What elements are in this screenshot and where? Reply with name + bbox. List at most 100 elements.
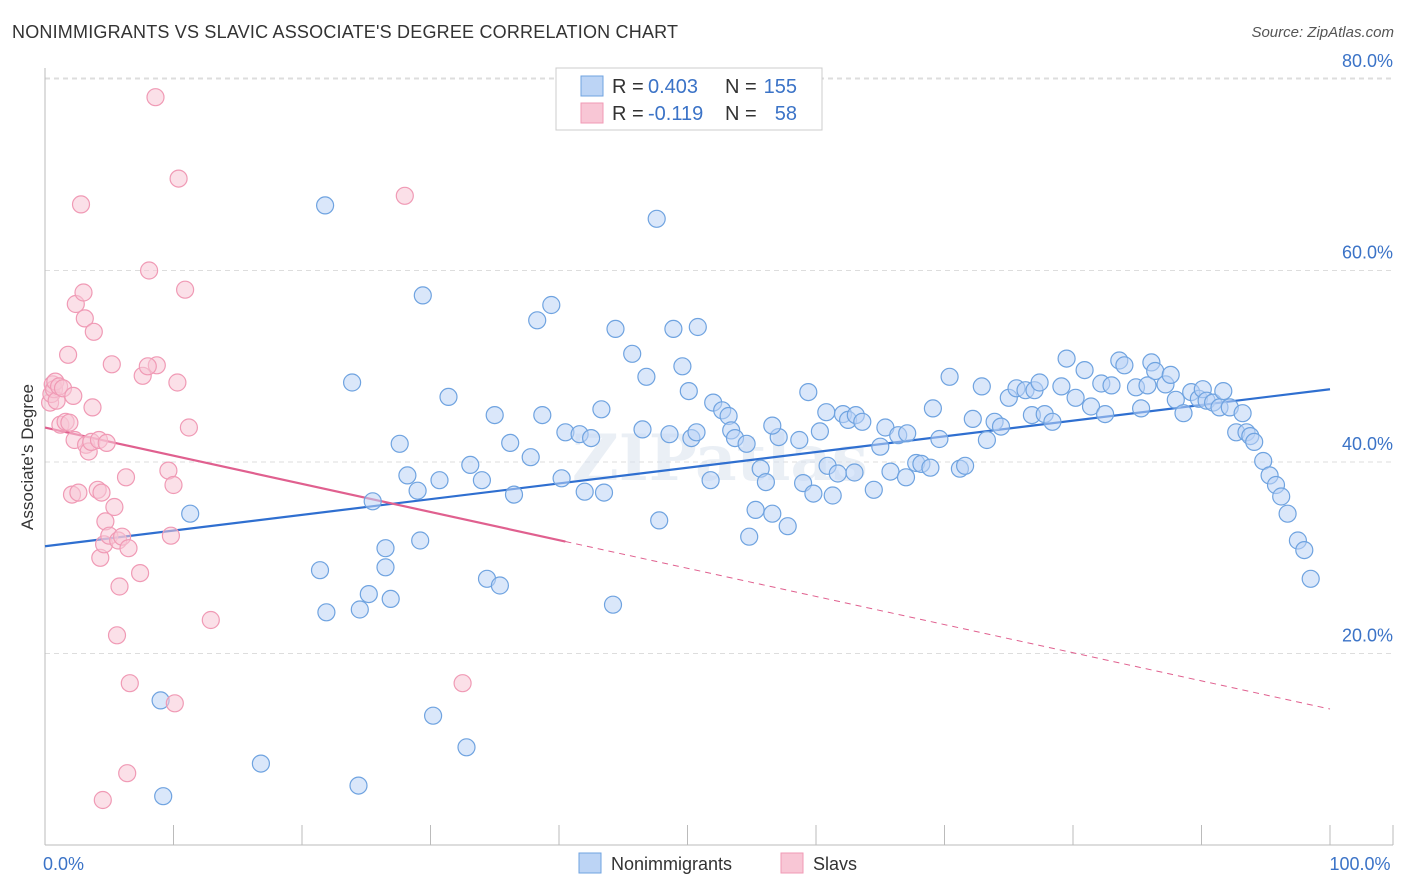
point-nonimmigrants	[528, 311, 547, 330]
point-slavs	[105, 497, 124, 517]
point-nonimmigrants	[923, 399, 943, 418]
points-layer	[40, 88, 1320, 810]
point-nonimmigrants	[756, 473, 776, 492]
legend-n-label-2: N =	[725, 103, 757, 125]
point-nonimmigrants	[1052, 377, 1071, 396]
point-slavs	[75, 309, 94, 328]
y-tick-label: 40.0%	[1342, 434, 1393, 454]
point-nonimmigrants	[871, 437, 890, 456]
legend-r-label: R =	[612, 76, 644, 98]
point-nonimmigrants	[660, 425, 679, 444]
point-nonimmigrants	[633, 420, 652, 439]
point-nonimmigrants	[930, 429, 949, 449]
point-nonimmigrants	[799, 383, 818, 402]
legend-r-label-2: R =	[612, 103, 644, 125]
point-nonimmigrants	[501, 433, 520, 452]
point-nonimmigrants	[542, 295, 561, 315]
point-slavs	[69, 483, 88, 502]
point-slavs	[140, 261, 159, 280]
point-nonimmigrants	[1138, 376, 1157, 395]
point-nonimmigrants	[810, 422, 830, 441]
point-nonimmigrants	[1131, 399, 1151, 418]
trend-layer	[44, 388, 1331, 710]
point-nonimmigrants	[154, 787, 173, 806]
point-slavs	[107, 626, 127, 645]
point-slavs	[395, 186, 414, 205]
point-slavs	[93, 790, 112, 810]
point-nonimmigrants	[424, 706, 443, 725]
point-nonimmigrants	[408, 481, 427, 500]
point-nonimmigrants	[316, 196, 335, 215]
point-nonimmigrants	[343, 373, 362, 392]
bottom-legend-swatch-slavs	[780, 852, 804, 874]
point-nonimmigrants	[977, 430, 997, 450]
point-nonimmigrants	[581, 429, 601, 448]
point-nonimmigrants	[350, 600, 369, 619]
point-nonimmigrants	[896, 468, 916, 487]
point-slavs	[138, 357, 157, 376]
point-nonimmigrants	[823, 486, 842, 505]
y-tick-label: 80.0%	[1342, 51, 1393, 71]
x-tick-label: 0.0%	[43, 854, 84, 874]
point-nonimmigrants	[363, 492, 382, 511]
point-nonimmigrants	[390, 434, 409, 453]
point-nonimmigrants	[650, 511, 669, 530]
point-nonimmigrants	[592, 400, 611, 419]
point-slavs	[60, 413, 79, 432]
point-nonimmigrants	[1166, 390, 1185, 409]
point-nonimmigrants	[251, 754, 270, 773]
point-slavs	[74, 283, 93, 302]
point-nonimmigrants	[898, 424, 917, 443]
point-nonimmigrants	[921, 458, 940, 477]
point-nonimmigrants	[845, 463, 864, 482]
point-nonimmigrants	[1030, 373, 1049, 392]
point-nonimmigrants	[963, 409, 982, 428]
point-nonimmigrants	[637, 367, 656, 386]
point-slavs	[165, 694, 184, 713]
point-slavs	[164, 475, 183, 495]
legend-swatch-slavs	[580, 102, 604, 124]
point-nonimmigrants	[1174, 404, 1193, 423]
bottom-legend-swatch-nonimmigrants	[578, 852, 602, 874]
point-nonimmigrants	[790, 430, 809, 450]
point-slavs	[169, 169, 188, 188]
point-nonimmigrants	[490, 576, 509, 595]
axes-layer	[44, 68, 1394, 846]
legend-n-value-slavs: 58	[775, 103, 797, 125]
point-nonimmigrants	[940, 367, 959, 386]
point-nonimmigrants	[349, 776, 368, 795]
point-slavs	[84, 322, 103, 341]
point-slavs	[176, 280, 195, 299]
point-slavs	[110, 577, 129, 596]
legend-n-value-nonimmigrants: 155	[764, 76, 797, 98]
trend-line-nonimmigrants	[44, 388, 1331, 548]
point-nonimmigrants	[606, 319, 625, 338]
point-slavs	[168, 373, 187, 392]
point-slavs	[97, 433, 116, 452]
point-nonimmigrants	[575, 482, 594, 501]
point-nonimmigrants	[763, 416, 782, 435]
x-tick-label: 100.0%	[1329, 854, 1390, 874]
point-slavs	[83, 398, 102, 417]
point-nonimmigrants	[804, 484, 823, 503]
point-slavs	[116, 468, 136, 487]
point-nonimmigrants	[1057, 349, 1076, 368]
point-nonimmigrants	[359, 584, 378, 604]
legend-r-value-slavs: -0.119	[648, 103, 703, 125]
point-nonimmigrants	[411, 531, 430, 550]
point-nonimmigrants	[533, 406, 552, 425]
labels-layer: 20.0% 40.0% 60.0% 80.0% 0.0% 100.0%	[43, 51, 1393, 874]
point-nonimmigrants	[673, 357, 692, 376]
point-nonimmigrants	[737, 434, 756, 453]
chart-title: NONIMMIGRANTS VS SLAVIC ASSOCIATE'S DEGR…	[12, 22, 679, 42]
point-slavs	[64, 386, 83, 405]
point-nonimmigrants	[763, 504, 782, 523]
point-nonimmigrants	[1272, 487, 1291, 506]
point-nonimmigrants	[521, 448, 540, 467]
point-nonimmigrants	[679, 382, 698, 401]
point-nonimmigrants	[1214, 382, 1233, 401]
point-nonimmigrants	[603, 595, 623, 614]
point-nonimmigrants	[664, 319, 683, 338]
point-nonimmigrants	[1161, 365, 1180, 384]
